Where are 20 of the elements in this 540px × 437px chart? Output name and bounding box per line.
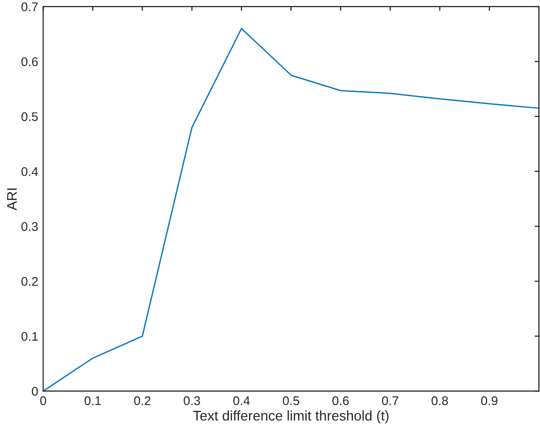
x-tick-label: 0.2 (134, 396, 150, 406)
x-axis-title: Text difference limit threshold (t) (193, 410, 388, 424)
x-tick-label: 0 (40, 396, 46, 406)
y-axis-title: ARI (7, 188, 17, 210)
x-tick-label: 0.7 (382, 396, 398, 406)
y-tick-label: 0.3 (21, 222, 38, 231)
y-tick-label: 0.6 (21, 57, 38, 66)
x-tick-label: 0.6 (332, 396, 349, 406)
y-tick-label: 0.4 (21, 167, 38, 176)
x-tick-label: 0.4 (233, 396, 250, 406)
y-tick-label: 0.7 (21, 2, 38, 12)
y-tick-label: 0.2 (21, 277, 38, 286)
x-tick-label: 0.8 (432, 396, 448, 406)
y-tick-label: 0 (32, 386, 38, 396)
y-tick-label: 0.1 (21, 332, 38, 341)
x-tick-label: 0.5 (282, 396, 300, 406)
x-tick-label: 0.1 (84, 396, 101, 406)
x-tick-label: 0.3 (184, 396, 200, 406)
x-tick-label: 0.9 (481, 396, 498, 406)
y-tick-label: 0.5 (21, 112, 38, 122)
